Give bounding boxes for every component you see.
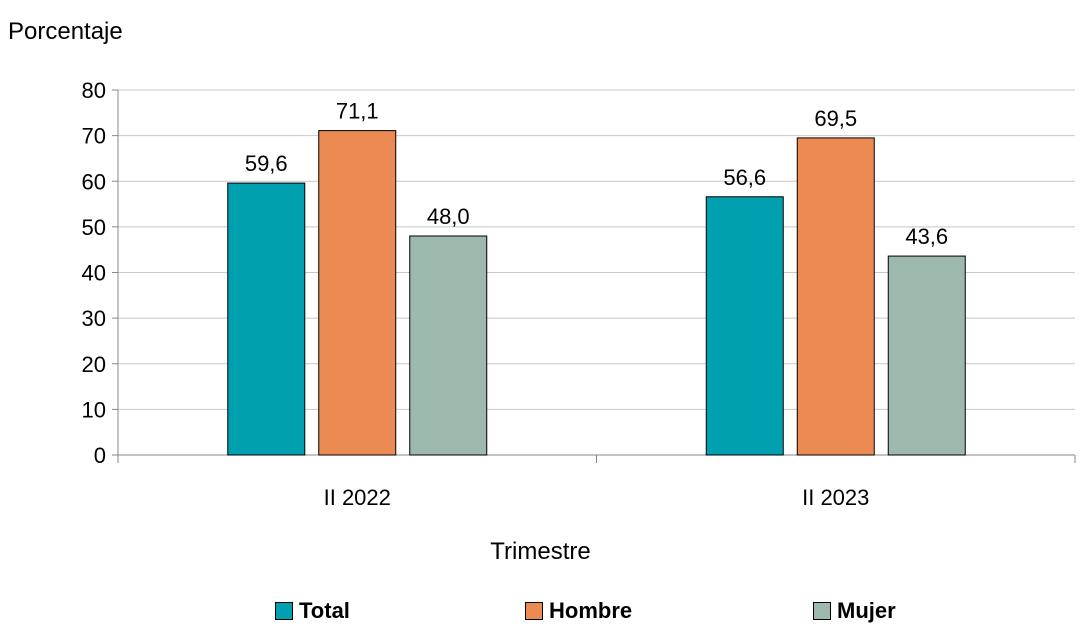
legend-label-hombre: Hombre — [549, 598, 633, 623]
legend-swatch-total — [275, 602, 293, 620]
bar-hombre-1 — [796, 137, 875, 456]
y-tick-label-70: 70 — [82, 124, 106, 149]
legend-label-mujer: Mujer — [837, 598, 896, 623]
x-tick-label-1: II 2023 — [802, 485, 869, 510]
legend-item-total: Total — [275, 598, 350, 624]
data-label-mujer-0: 48,0 — [427, 204, 470, 229]
legend-swatch-hombre — [525, 602, 543, 620]
y-tick-label-50: 50 — [82, 215, 106, 240]
bar-hombre-0 — [318, 130, 397, 456]
data-label-mujer-1: 43,6 — [905, 224, 948, 249]
data-label-hombre-1: 69,5 — [814, 106, 857, 131]
legend-item-hombre: Hombre — [525, 598, 632, 624]
y-tick-label-0: 0 — [94, 443, 106, 468]
bar-total-1 — [705, 196, 784, 456]
legend-item-mujer: Mujer — [813, 598, 896, 624]
y-tick-label-10: 10 — [82, 397, 106, 422]
x-tick-label-0: II 2022 — [324, 485, 391, 510]
y-tick-label-60: 60 — [82, 169, 106, 194]
x-axis-title: Trimestre — [490, 538, 591, 565]
y-tick-label-30: 30 — [82, 306, 106, 331]
y-tick-label-40: 40 — [82, 261, 106, 286]
data-label-total-1: 56,6 — [723, 165, 766, 190]
data-label-hombre-0: 71,1 — [336, 99, 379, 124]
bar-total-0 — [227, 182, 306, 456]
legend-label-total: Total — [299, 598, 350, 623]
legend-swatch-mujer — [813, 602, 831, 620]
data-label-total-0: 59,6 — [245, 151, 288, 176]
y-tick-label-80: 80 — [82, 78, 106, 103]
y-axis-title: Porcentaje — [8, 18, 123, 45]
bar-mujer-1 — [887, 255, 966, 456]
bar-mujer-0 — [409, 235, 488, 456]
legend: Total Hombre Mujer — [0, 598, 1081, 628]
y-tick-label-20: 20 — [82, 352, 106, 377]
